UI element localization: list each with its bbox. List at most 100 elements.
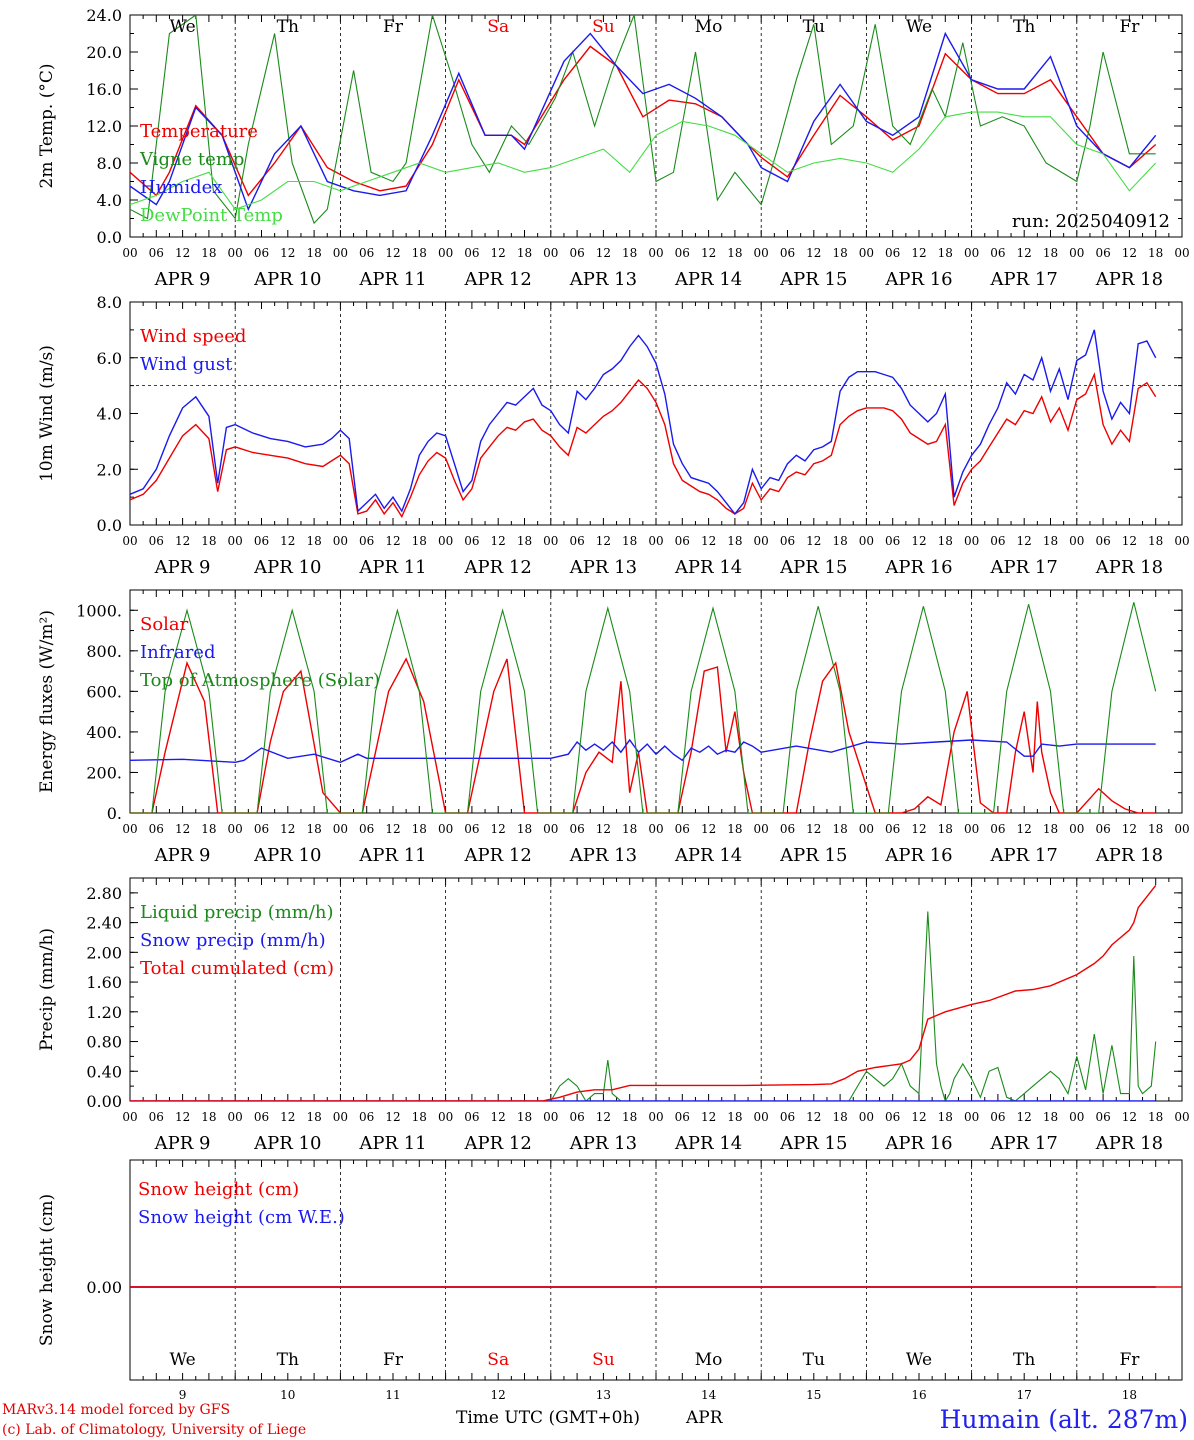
day-label: APR 14 xyxy=(674,557,742,578)
hour-label: 06 xyxy=(149,534,164,548)
y-tick-label: 0.0 xyxy=(97,516,122,535)
hour-label: 00 xyxy=(964,1110,979,1124)
hour-label: 06 xyxy=(1095,822,1110,836)
hour-label: 18 xyxy=(517,534,532,548)
hour-label: 00 xyxy=(543,534,558,548)
weekday-label: Th xyxy=(1013,1350,1035,1370)
weekday-label: We xyxy=(906,1350,932,1370)
panel-4: Precip (mm/h) 0.00 0.40 0.80 1.20 1.60 2.00 2.4… xyxy=(37,877,1190,1154)
y-tick-label: 0.80 xyxy=(86,1033,122,1052)
hour-label: 18 xyxy=(727,822,742,836)
day-label: APR 9 xyxy=(154,1133,211,1154)
day-number-label: 17 xyxy=(1017,1388,1032,1402)
day-label: APR 17 xyxy=(990,845,1058,866)
hour-label: 06 xyxy=(464,534,479,548)
hour-label: 18 xyxy=(938,534,953,548)
series-line-liquid-precip-mm-h- xyxy=(130,911,1157,1101)
hour-label: 00 xyxy=(1174,822,1189,836)
series-line-wind-speed xyxy=(130,372,1157,519)
hour-label: 12 xyxy=(1017,1110,1032,1124)
panel-3: Energy fluxes (W/m²) 0. 200. 400. 600. 800. 10… xyxy=(37,589,1190,866)
y-tick-label: 24.0 xyxy=(86,6,122,25)
hour-label: 18 xyxy=(517,822,532,836)
day-label: APR 12 xyxy=(464,1133,532,1154)
day-label: APR 10 xyxy=(253,557,321,578)
x-axis-label: Time UTC (GMT+0h) xyxy=(456,1408,640,1428)
hour-label: 00 xyxy=(333,1110,348,1124)
hour-label: 00 xyxy=(1174,246,1189,260)
hour-label: 00 xyxy=(333,534,348,548)
hour-label: 00 xyxy=(859,534,874,548)
day-number-label: 10 xyxy=(280,1388,295,1402)
hour-label: 00 xyxy=(1069,246,1084,260)
weekday-label: Sa xyxy=(487,1350,509,1370)
hour-label: 18 xyxy=(622,1110,637,1124)
legend-entry: Snow precip (mm/h) xyxy=(140,930,326,951)
legend-entry: Humidex xyxy=(140,177,222,198)
hour-label: 00 xyxy=(754,1110,769,1124)
hour-label: 06 xyxy=(464,246,479,260)
hour-label: 00 xyxy=(754,246,769,260)
legend-entry: Vigne temp xyxy=(139,149,244,170)
hour-label: 18 xyxy=(727,246,742,260)
y-tick-label: 0.00 xyxy=(86,1278,122,1297)
hour-label: 18 xyxy=(517,1110,532,1124)
hour-label: 00 xyxy=(438,1110,453,1124)
hour-label: 00 xyxy=(228,246,243,260)
hour-label: 12 xyxy=(385,822,400,836)
y-tick-label: 16.0 xyxy=(86,80,122,99)
hour-label: 00 xyxy=(964,822,979,836)
day-label: APR 10 xyxy=(253,845,321,866)
day-label: APR 17 xyxy=(990,557,1058,578)
hour-label: 06 xyxy=(990,822,1005,836)
day-label: APR 16 xyxy=(884,557,952,578)
weekday-label: Fr xyxy=(1119,17,1140,37)
y-tick-label: 20.0 xyxy=(86,43,122,62)
day-number-label: 15 xyxy=(806,1388,821,1402)
hour-label: 06 xyxy=(780,1110,795,1124)
hour-label: 12 xyxy=(1122,246,1137,260)
hour-label: 18 xyxy=(1148,822,1163,836)
hour-label: 12 xyxy=(280,534,295,548)
hour-label: 06 xyxy=(149,1110,164,1124)
hour-label: 00 xyxy=(438,534,453,548)
hour-label: 06 xyxy=(359,534,374,548)
hour-label: 00 xyxy=(543,1110,558,1124)
hour-label: 00 xyxy=(754,822,769,836)
hour-label: 18 xyxy=(938,822,953,836)
hour-label: 18 xyxy=(1043,534,1058,548)
day-label: APR 9 xyxy=(154,845,211,866)
day-label: APR 14 xyxy=(674,845,742,866)
day-label: APR 14 xyxy=(674,1133,742,1154)
hour-label: 12 xyxy=(175,534,190,548)
legend-entry: Infrared xyxy=(140,642,215,663)
hour-label: 12 xyxy=(491,1110,506,1124)
hour-label: 18 xyxy=(306,822,321,836)
hour-label: 18 xyxy=(201,1110,216,1124)
day-label: APR 18 xyxy=(1095,1133,1163,1154)
hour-label: 18 xyxy=(201,534,216,548)
hour-label: 12 xyxy=(911,822,926,836)
legend-entry: Temperature xyxy=(140,121,258,142)
hour-label: 00 xyxy=(964,246,979,260)
hour-label: 12 xyxy=(491,822,506,836)
hour-label: 12 xyxy=(385,1110,400,1124)
hour-label: 06 xyxy=(885,534,900,548)
day-label: APR 16 xyxy=(884,1133,952,1154)
weekday-label: Th xyxy=(277,1350,299,1370)
day-label: APR 10 xyxy=(253,1133,321,1154)
hour-label: 18 xyxy=(201,246,216,260)
day-label: APR 16 xyxy=(884,845,952,866)
hour-label: 18 xyxy=(622,534,637,548)
hour-label: 12 xyxy=(911,534,926,548)
day-label: APR 12 xyxy=(464,845,532,866)
day-label: APR 15 xyxy=(779,269,847,290)
run-label: run: 2025040912 xyxy=(1012,211,1170,232)
hour-label: 18 xyxy=(727,534,742,548)
hour-label: 12 xyxy=(911,246,926,260)
hour-label: 12 xyxy=(806,822,821,836)
hour-label: 00 xyxy=(964,534,979,548)
hour-label: 18 xyxy=(412,246,427,260)
y-tick-label: 400. xyxy=(86,723,122,742)
series-line-temperature xyxy=(130,45,1157,197)
